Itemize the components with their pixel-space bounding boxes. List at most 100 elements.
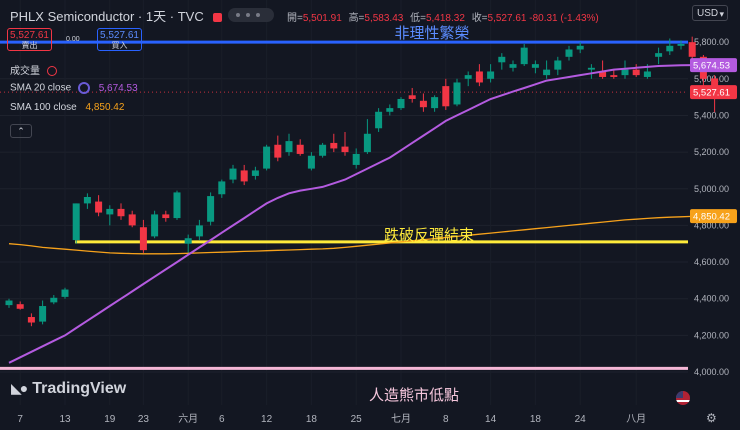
x-axis: 7 13 19 23 六月 6 12 18 25 七月 8 14 18 24 八月 — [17, 413, 646, 425]
candles — [5, 36, 719, 327]
candle — [240, 164, 248, 186]
separator: · — [169, 9, 175, 24]
candle — [263, 144, 271, 171]
us-flag-icon[interactable] — [676, 391, 690, 405]
candle-body — [61, 289, 69, 297]
y-tick-label: 4,200.00 — [694, 330, 729, 340]
price-tag-label: 5,527.61 — [693, 88, 730, 99]
candle — [229, 164, 237, 184]
hidden-eye-icon[interactable] — [46, 66, 57, 77]
candle-body — [655, 53, 663, 57]
candle — [106, 205, 114, 226]
candle-body — [419, 100, 427, 108]
separator: · — [137, 9, 143, 24]
candle — [475, 64, 483, 87]
open-label: 開= — [287, 13, 303, 24]
candle-body — [431, 97, 439, 109]
candle-body — [285, 141, 293, 153]
currency-selector[interactable]: USD — [692, 5, 728, 22]
horizontal-lines — [0, 40, 688, 370]
candle-body — [5, 300, 13, 306]
candle — [408, 87, 416, 103]
candle-body — [251, 170, 259, 176]
candle — [632, 64, 640, 77]
price-tag-label: 4,850.42 — [693, 212, 730, 223]
candle — [173, 190, 181, 220]
candle-body — [363, 133, 371, 153]
candle-body — [128, 214, 136, 226]
candle — [296, 139, 304, 156]
tradingview-logo: ◣● TradingView — [11, 380, 126, 398]
candle — [565, 45, 573, 61]
candle-body — [643, 71, 651, 77]
candle — [195, 219, 203, 241]
y-tick-label: 4,000.00 — [694, 367, 729, 377]
candle-body — [666, 45, 674, 52]
candle-body — [554, 60, 562, 70]
x-tick-label: 七月 — [391, 413, 411, 425]
candle — [72, 203, 80, 244]
candle-body — [319, 144, 327, 156]
candle-body — [397, 98, 405, 109]
x-tick-label: 6 — [219, 414, 225, 425]
candle — [83, 193, 91, 209]
candle-body — [509, 64, 517, 68]
change-value: -80.31 — [529, 13, 558, 24]
candle-body — [207, 196, 215, 222]
candle — [554, 56, 562, 76]
candle-body — [386, 108, 394, 112]
interval[interactable]: 1天 — [145, 9, 167, 24]
candle — [498, 53, 506, 70]
candle — [341, 131, 349, 156]
candle — [16, 301, 24, 310]
sell-button[interactable]: 5,527.61 賣出 — [7, 28, 52, 51]
ohlc-values: 開=5,501.91 高=5,583.43 低=5,418.32 收=5,527… — [283, 9, 599, 24]
x-tick-label: 25 — [351, 414, 363, 425]
collapse-legend-icon[interactable]: ⌃ — [10, 124, 32, 138]
candle-body — [565, 49, 573, 57]
buy-button[interactable]: 5,527.61 買入 — [97, 28, 142, 51]
moving-averages — [8, 64, 715, 364]
sma20-indicator-row[interactable]: SMA 20 close 5,674.53 — [10, 82, 138, 94]
gear-icon[interactable]: ⚙ — [706, 411, 717, 425]
candle — [431, 95, 439, 112]
x-tick-label: 八月 — [626, 413, 646, 425]
annotation-irrational-exuberance: 非理性繁榮 — [394, 24, 469, 42]
sma20-label: SMA 20 close — [10, 82, 72, 94]
y-tick-label: 5,800.00 — [694, 37, 729, 47]
x-tick-label: 8 — [443, 414, 449, 425]
high-label: 高= — [348, 13, 365, 24]
candle — [677, 40, 685, 50]
candle-body — [408, 95, 416, 99]
more-options-toggle[interactable] — [228, 8, 274, 22]
x-tick-label: 7 — [17, 414, 23, 425]
candle — [162, 210, 170, 222]
market-closed-icon — [213, 13, 223, 23]
candle — [688, 36, 696, 61]
candle — [184, 234, 192, 253]
volume-indicator-row[interactable]: 成交量 — [10, 62, 57, 77]
x-tick-label: 13 — [59, 414, 71, 425]
candle — [117, 203, 125, 220]
sma20-line — [8, 64, 715, 364]
price-tag-bg — [690, 58, 737, 73]
symbol-header[interactable]: PHLX Semiconductor · 1天 · TVC — [10, 6, 223, 25]
candle — [543, 60, 551, 79]
candle-body — [453, 82, 461, 105]
candle — [128, 210, 136, 228]
candle-body — [117, 208, 125, 217]
x-tick-label: 24 — [575, 414, 587, 425]
candle — [251, 166, 259, 180]
price-tag: 5,527.61 — [690, 85, 737, 100]
candle-body — [218, 181, 226, 195]
x-tick-label: 19 — [104, 414, 116, 425]
candle-body — [487, 71, 495, 79]
candle-body — [330, 142, 338, 149]
candle — [419, 93, 427, 112]
x-tick-label: 18 — [530, 414, 542, 425]
candle-body — [543, 69, 551, 76]
candle-body — [464, 75, 472, 79]
sma100-indicator-row[interactable]: SMA 100 close 4,850.42 — [10, 102, 124, 113]
candle — [218, 179, 226, 198]
